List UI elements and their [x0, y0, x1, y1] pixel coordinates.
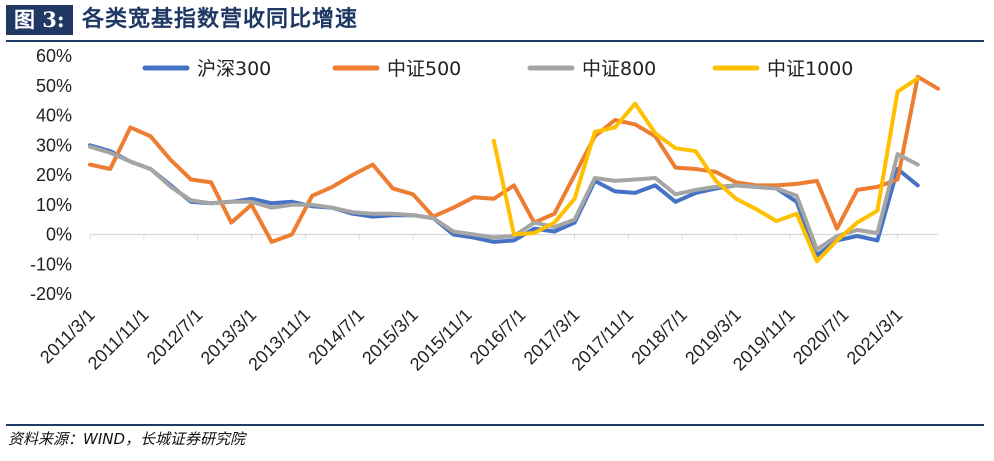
series-line: [88, 143, 920, 258]
figure-label: 图 3:: [6, 5, 73, 35]
figure-header: 图 3: 各类宽基指数营收同比增速: [0, 0, 994, 40]
bottom-rule: [6, 424, 984, 426]
x-tick-label: 2014/7/1: [304, 305, 368, 369]
y-tick-label: -10%: [30, 254, 72, 274]
legend-label: 中证500: [387, 58, 461, 80]
legend: 沪深300 中证500 中证800 中证1000: [142, 58, 853, 80]
y-tick-label: 50%: [36, 76, 72, 96]
x-tick-label: 2016/7/1: [466, 305, 530, 369]
series-lines: [88, 74, 940, 264]
legend-label: 沪深300: [197, 58, 271, 80]
y-tick-label: 30%: [36, 135, 72, 155]
line-chart: -20% -10% 0% 10% 20% 30% 40% 50% 60% 2011/3/1201…: [30, 46, 940, 375]
y-tick-label: 40%: [36, 106, 72, 126]
x-tick-label: 2018/7/1: [627, 305, 691, 369]
series-line: [88, 74, 940, 244]
x-tick-label: 2012/7/1: [143, 305, 207, 369]
legend-label: 中证800: [582, 58, 656, 80]
figure-title: 各类宽基指数营收同比增速: [82, 7, 359, 32]
y-tick-label: 0%: [46, 225, 72, 245]
x-tick-label: 2020/7/1: [789, 305, 853, 369]
y-tick-label: 60%: [36, 46, 72, 66]
y-axis-ticks: -20% -10% 0% 10% 20% 30% 40% 50% 60%: [30, 46, 72, 304]
series-line: [88, 144, 920, 252]
y-tick-label: -20%: [30, 284, 72, 304]
source-note: 资料来源：WIND，长城证券研究院: [8, 430, 246, 448]
x-axis-ticks: 2011/3/12011/11/12012/7/12013/3/12013/11…: [36, 234, 907, 375]
y-tick-label: 20%: [36, 165, 72, 185]
top-rule: [6, 40, 984, 42]
x-tick-label: 2021/3/1: [843, 305, 907, 369]
y-tick-label: 10%: [36, 195, 72, 215]
series-line: [491, 76, 920, 264]
legend-label: 中证1000: [767, 58, 853, 80]
